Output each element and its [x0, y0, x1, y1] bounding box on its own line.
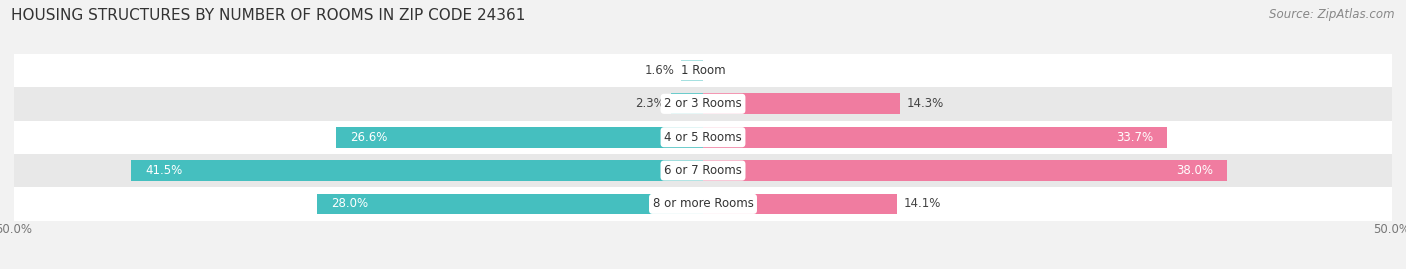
Bar — [318, 194, 703, 214]
Bar — [131, 160, 703, 181]
Text: 8 or more Rooms: 8 or more Rooms — [652, 197, 754, 210]
Bar — [14, 121, 1392, 154]
Bar — [14, 187, 1392, 221]
Bar — [703, 160, 1226, 181]
Bar — [14, 154, 1392, 187]
Text: 33.7%: 33.7% — [1116, 131, 1153, 144]
Bar — [703, 127, 1167, 147]
Text: 14.3%: 14.3% — [907, 97, 945, 110]
Text: 6 or 7 Rooms: 6 or 7 Rooms — [664, 164, 742, 177]
Bar — [671, 94, 703, 114]
Text: 2 or 3 Rooms: 2 or 3 Rooms — [664, 97, 742, 110]
Text: 4 or 5 Rooms: 4 or 5 Rooms — [664, 131, 742, 144]
Text: 1 Room: 1 Room — [681, 64, 725, 77]
Bar — [336, 127, 703, 147]
Text: 14.1%: 14.1% — [904, 197, 942, 210]
Text: 1.6%: 1.6% — [644, 64, 673, 77]
Text: 41.5%: 41.5% — [145, 164, 183, 177]
Bar — [681, 60, 703, 81]
Text: Source: ZipAtlas.com: Source: ZipAtlas.com — [1270, 8, 1395, 21]
Text: HOUSING STRUCTURES BY NUMBER OF ROOMS IN ZIP CODE 24361: HOUSING STRUCTURES BY NUMBER OF ROOMS IN… — [11, 8, 526, 23]
Text: 28.0%: 28.0% — [330, 197, 368, 210]
Bar — [14, 54, 1392, 87]
Bar — [14, 87, 1392, 121]
Bar — [703, 194, 897, 214]
Text: 38.0%: 38.0% — [1175, 164, 1213, 177]
Text: 2.3%: 2.3% — [634, 97, 665, 110]
Bar — [703, 94, 900, 114]
Text: 26.6%: 26.6% — [350, 131, 388, 144]
